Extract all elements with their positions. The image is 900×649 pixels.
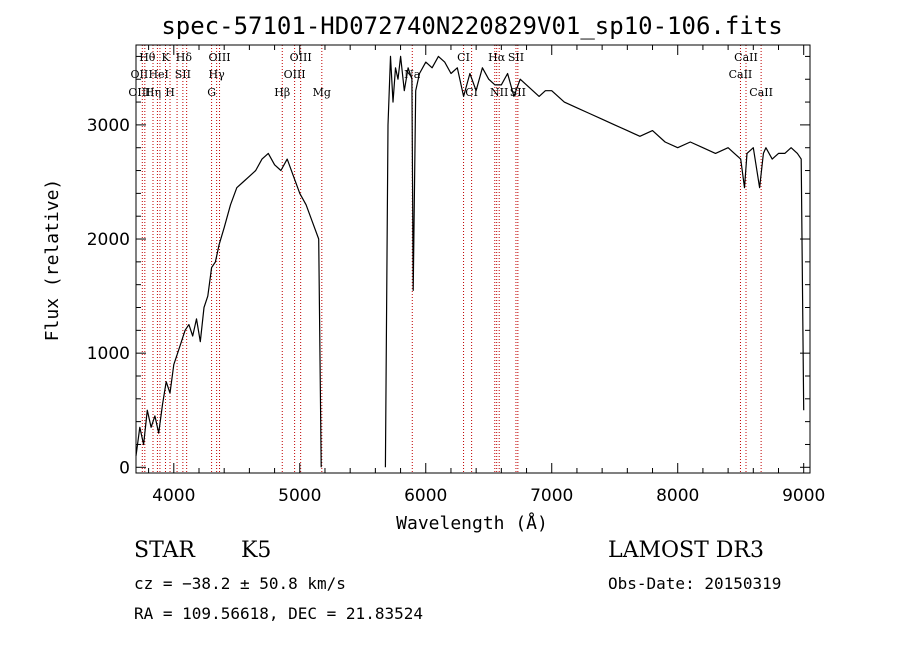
emission-line-label: CI bbox=[465, 86, 478, 99]
emission-line-label: Mg bbox=[313, 86, 331, 99]
y-tick-label: 1000 bbox=[87, 344, 130, 364]
emission-line-label: Hγ bbox=[209, 68, 226, 81]
emission-line-label: CaII bbox=[749, 86, 773, 99]
emission-line-label: OII bbox=[131, 68, 149, 81]
emission-line-label: G bbox=[207, 86, 216, 99]
emission-line-label: OIII bbox=[290, 51, 312, 64]
y-tick-label: 2000 bbox=[87, 230, 130, 250]
emission-line-label: H bbox=[165, 86, 175, 99]
spectrum-series bbox=[135, 55, 805, 468]
y-tick-label: 3000 bbox=[87, 116, 130, 136]
emission-line-label: Hδ bbox=[176, 51, 193, 64]
emission-line-label: OIII bbox=[208, 51, 230, 64]
survey-name: LAMOST DR3 bbox=[608, 538, 764, 563]
emission-line-label: OIII bbox=[128, 86, 150, 99]
x-axis-label: Wavelength (Å) bbox=[396, 512, 548, 534]
spectrum-line bbox=[384, 55, 805, 468]
emission-line-markers bbox=[141, 45, 762, 473]
coordinates: RA = 109.56618, DEC = 21.83524 bbox=[134, 604, 423, 623]
x-tick-label: 5000 bbox=[278, 486, 321, 506]
emission-line-label: K bbox=[161, 51, 170, 64]
object-type: STAR bbox=[134, 538, 195, 563]
x-tick-label: 4000 bbox=[152, 486, 195, 506]
emission-line-label: Hθ bbox=[139, 51, 156, 64]
emission-line-label: NII bbox=[490, 86, 508, 99]
emission-line-label: CI bbox=[457, 51, 470, 64]
emission-line-label: OIII bbox=[284, 68, 306, 81]
emission-line-label: CaII bbox=[729, 68, 753, 81]
emission-line-label: Hα bbox=[488, 51, 506, 64]
spectrum-line bbox=[135, 152, 322, 468]
y-axis-ticks: 0 1000 2000 3000 bbox=[87, 55, 810, 478]
emission-line-label: CaII bbox=[734, 51, 758, 64]
emission-line-label: SII bbox=[175, 68, 191, 81]
x-tick-label: 6000 bbox=[404, 486, 447, 506]
x-tick-label: 9000 bbox=[782, 486, 825, 506]
emission-line-label: HeI bbox=[148, 68, 168, 81]
emission-line-label: Hβ bbox=[274, 86, 290, 99]
emission-line-label: SII bbox=[508, 51, 524, 64]
plot-frame bbox=[135, 44, 811, 474]
y-axis-label: Flux (relative) bbox=[42, 179, 63, 342]
redshift-velocity: cz = −38.2 ± 50.8 km/s bbox=[134, 574, 346, 593]
emission-line-label: Na bbox=[404, 68, 421, 81]
x-tick-label: 8000 bbox=[656, 486, 699, 506]
spectral-subclass: K5 bbox=[241, 538, 272, 563]
emission-line-label: Hη bbox=[145, 86, 161, 99]
observation-date: Obs-Date: 20150319 bbox=[608, 574, 782, 593]
y-tick-label: 0 bbox=[119, 458, 130, 478]
x-axis-ticks: 4000 5000 6000 7000 8000 9000 bbox=[148, 45, 825, 506]
chart-title: spec-57101-HD072740N220829V01_sp10-106.f… bbox=[161, 12, 782, 40]
x-tick-label: 7000 bbox=[530, 486, 573, 506]
